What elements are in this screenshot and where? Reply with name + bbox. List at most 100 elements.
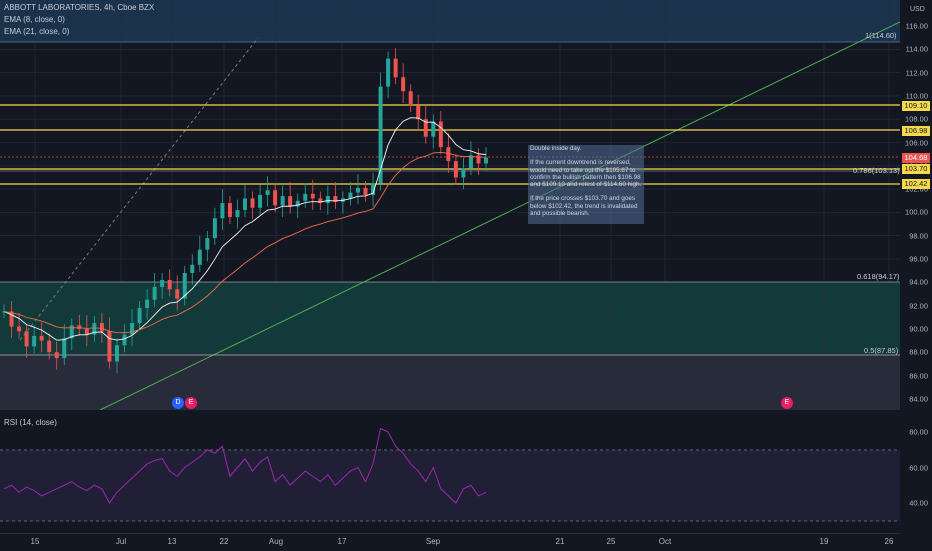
candle[interactable] [303, 193, 308, 201]
time-tick: Jul [115, 537, 127, 546]
candle[interactable] [453, 161, 458, 178]
candle[interactable] [461, 168, 466, 178]
candle[interactable] [363, 187, 368, 195]
price-tag: 103.70 [902, 164, 930, 175]
candle[interactable] [114, 345, 119, 362]
candle[interactable] [416, 105, 421, 120]
price-tick: 88.00 [909, 347, 928, 357]
price-tick: 96.00 [909, 254, 928, 264]
candle[interactable] [371, 183, 376, 195]
candle[interactable] [235, 210, 240, 218]
candle[interactable] [62, 338, 67, 359]
candle[interactable] [190, 264, 195, 273]
time-axis[interactable]: 15 Jul 13 22 Aug 17 Sep 21 25 Oct 19 26 [0, 533, 900, 551]
currency-label: USD [910, 6, 925, 13]
candle[interactable] [423, 119, 428, 137]
candle[interactable] [227, 203, 232, 218]
candle[interactable] [32, 335, 37, 347]
ema-8-line [3, 117, 487, 341]
symbol-title[interactable]: ABBOTT LABORATORIES, 4h, Cboe BZX [4, 3, 155, 12]
candle[interactable] [378, 86, 383, 184]
candle[interactable] [348, 192, 353, 199]
price-tag: 102.42 [902, 179, 930, 190]
candle[interactable] [130, 323, 135, 335]
price-tick: 92.00 [909, 301, 928, 311]
time-tick: 13 [167, 537, 177, 546]
earnings-marker-upcoming[interactable]: E [781, 397, 793, 409]
time-tick: Aug [268, 537, 284, 546]
candle[interactable] [325, 196, 330, 204]
candle[interactable] [468, 155, 473, 169]
candle[interactable] [197, 249, 202, 265]
earnings-marker[interactable]: E [185, 397, 197, 409]
candle[interactable] [54, 352, 59, 359]
candle[interactable] [250, 198, 255, 208]
note-line-2: If the current downtrend is reversed, wo… [530, 159, 642, 189]
price-tick: 114.00 [905, 44, 928, 54]
text-note[interactable]: Double inside day. If the current downtr… [528, 145, 644, 224]
candle[interactable] [182, 272, 187, 299]
candle[interactable] [47, 340, 52, 353]
candle[interactable] [152, 286, 157, 300]
ema-8-legend[interactable]: EMA (8, close, 0) [4, 15, 65, 24]
candle[interactable] [122, 334, 127, 346]
candle[interactable] [265, 190, 270, 195]
time-tick: 26 [884, 537, 894, 546]
price-tag: 109.10 [902, 101, 930, 112]
candle[interactable] [69, 325, 74, 339]
time-tick: 17 [337, 537, 347, 546]
candle[interactable] [160, 279, 165, 287]
price-tick: 84.00 [909, 394, 928, 404]
candle[interactable] [212, 218, 217, 239]
candle[interactable] [408, 91, 413, 106]
candle[interactable] [175, 289, 180, 299]
candle[interactable] [476, 155, 481, 164]
price-axis[interactable]: 116.00 114.00 112.00 110.00 108.00 106.00 104.… [900, 0, 932, 533]
dividend-marker[interactable]: D [172, 397, 184, 409]
candle[interactable] [258, 194, 263, 208]
candle[interactable] [401, 77, 406, 92]
candle[interactable] [24, 331, 29, 347]
fib-zone-top [0, 0, 900, 42]
candle[interactable] [310, 193, 315, 199]
candle[interactable] [386, 58, 391, 87]
candle[interactable] [333, 196, 338, 202]
candle[interactable] [393, 58, 398, 78]
candle[interactable] [107, 331, 112, 362]
candle[interactable] [280, 196, 285, 206]
candle[interactable] [355, 187, 360, 193]
candle[interactable] [9, 311, 14, 327]
rsi-tick: 40.00 [909, 498, 928, 508]
price-tick: 110.00 [905, 91, 928, 101]
candle[interactable] [243, 198, 247, 211]
candle[interactable] [167, 279, 172, 290]
candle[interactable] [438, 121, 443, 148]
candle[interactable] [484, 157, 488, 164]
candle[interactable] [318, 198, 323, 204]
candle[interactable] [2, 311, 6, 313]
candle[interactable] [84, 328, 89, 335]
candle[interactable] [92, 323, 97, 335]
candle[interactable] [145, 299, 150, 308]
candle[interactable] [273, 190, 278, 206]
price-tick: 94.00 [909, 277, 928, 287]
candle[interactable] [295, 200, 300, 207]
ema-21-legend[interactable]: EMA (21, close, 0) [4, 27, 70, 36]
candle[interactable] [99, 323, 104, 332]
candle[interactable] [288, 196, 293, 207]
candle[interactable] [431, 121, 436, 137]
candle[interactable] [137, 307, 142, 324]
price-chart[interactable] [0, 0, 900, 410]
price-tick: 116.00 [905, 21, 928, 31]
candle[interactable] [446, 147, 451, 162]
ema-21-line [3, 151, 487, 334]
fib-zone-bottom [0, 355, 900, 410]
candle[interactable] [39, 335, 44, 341]
rsi-legend[interactable]: RSI (14, close) [4, 418, 57, 427]
rsi-panel[interactable] [0, 413, 900, 533]
candle[interactable] [77, 325, 82, 329]
candle[interactable] [17, 326, 22, 332]
candle[interactable] [220, 203, 225, 219]
candles[interactable] [2, 48, 488, 374]
candle[interactable] [205, 238, 210, 250]
